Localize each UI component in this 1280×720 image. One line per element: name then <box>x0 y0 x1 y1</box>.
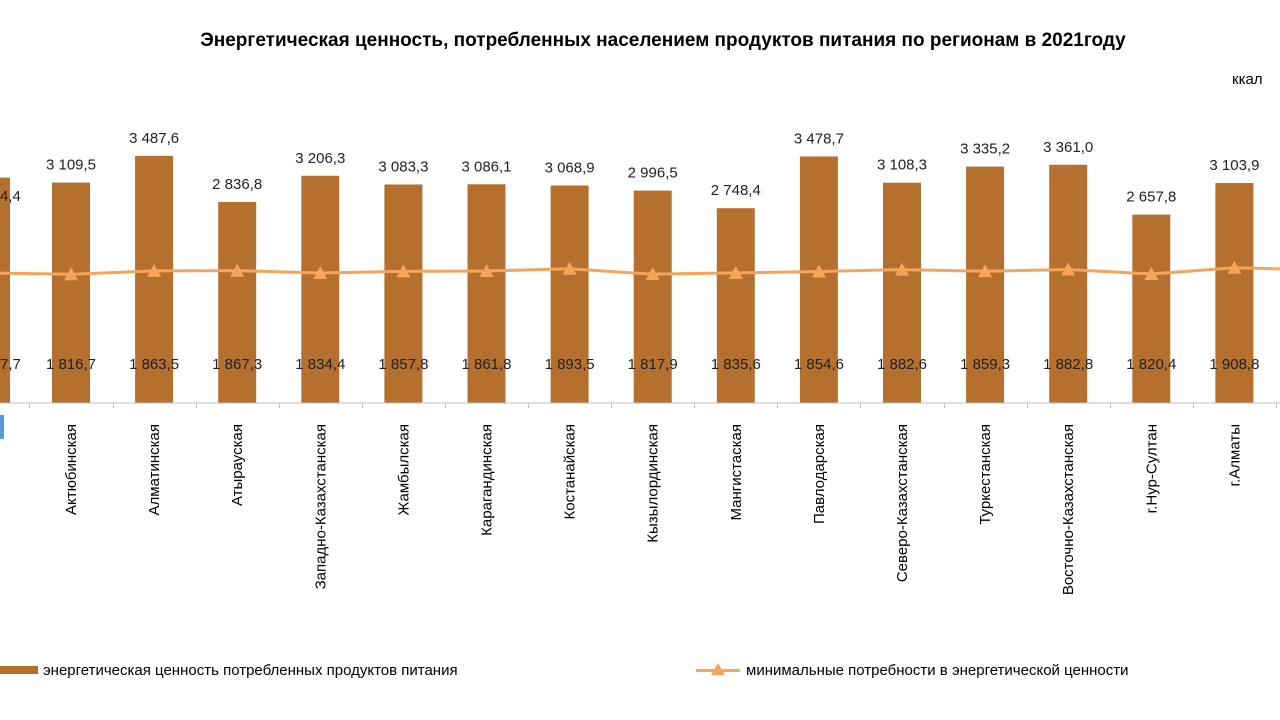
line-marker-8 <box>645 267 660 281</box>
legend-line-swatch <box>696 660 740 680</box>
bar-5 <box>384 184 423 403</box>
category-label-6: Карагандинская <box>479 424 496 536</box>
bar-1 <box>52 182 90 403</box>
category-label-4: Западно-Казахстанская <box>312 424 329 589</box>
line-value-label-partial: 7,7 <box>0 356 21 373</box>
legend-bar: энергетическая ценность потребленных про… <box>0 660 458 680</box>
bar-value-label-11: 3 108,3 <box>877 157 927 174</box>
bar-13 <box>1049 164 1088 403</box>
category-label-8: Кызылординская <box>645 424 662 543</box>
chart-title: Энергетическая ценность, потребленных на… <box>200 30 1126 51</box>
line-value-label-15: 1 908,8 <box>1209 356 1259 373</box>
bar-7 <box>550 185 589 403</box>
line-value-label-10: 1 854,6 <box>794 356 844 373</box>
line-marker-9 <box>728 265 743 279</box>
bar-4 <box>301 175 340 403</box>
category-label-14: г.Нур-Султан <box>1143 424 1160 513</box>
line-value-label-3: 1 867,3 <box>212 356 262 373</box>
bar-value-label-5: 3 083,3 <box>378 158 428 175</box>
line-value-label-7: 1 893,5 <box>545 356 595 373</box>
line-value-label-13: 1 882,8 <box>1043 356 1093 373</box>
category-label-7: Костанайская <box>562 424 579 520</box>
line-marker-5 <box>396 264 411 278</box>
bar-3 <box>218 201 257 403</box>
category-label-3: Атырауская <box>229 424 246 506</box>
line-value-label-11: 1 882,6 <box>877 356 927 373</box>
bar-partial <box>0 177 10 403</box>
bar-11 <box>883 182 921 403</box>
bar-6 <box>467 184 506 403</box>
line-marker-10 <box>811 264 826 278</box>
bar-2 <box>135 155 174 403</box>
bar-value-label-7: 3 068,9 <box>545 159 595 176</box>
bar-value-label-partial: 4,4 <box>0 188 21 205</box>
line-value-label-12: 1 859,3 <box>960 356 1010 373</box>
line-marker-7 <box>562 261 577 275</box>
category-label-1: Актюбинская <box>63 424 80 515</box>
bar-value-label-12: 3 335,2 <box>960 141 1010 158</box>
bar-value-label-10: 3 478,7 <box>794 130 844 147</box>
line-value-label-9: 1 835,6 <box>711 356 761 373</box>
line-value-label-14: 1 820,4 <box>1126 356 1176 373</box>
line-marker-1 <box>64 267 78 281</box>
bar-value-label-4: 3 206,3 <box>295 150 345 167</box>
line-marker-14 <box>1144 266 1159 280</box>
bar-value-label-2: 3 487,6 <box>129 130 179 147</box>
bar-10 <box>799 156 838 403</box>
line-marker-13 <box>1061 262 1076 276</box>
bar-8 <box>633 190 672 403</box>
legend-line-label: минимальные потребности в энергетической… <box>746 661 1129 679</box>
bar-value-label-13: 3 361,0 <box>1043 139 1093 156</box>
line-marker-15 <box>1227 260 1242 274</box>
bar-14 <box>1132 214 1171 403</box>
category-label-5: Жамбылская <box>395 424 412 516</box>
line-value-label-1: 1 816,7 <box>46 356 96 373</box>
category-label-12: Туркестанская <box>977 424 994 525</box>
category-label-2: Алматинская <box>146 424 163 515</box>
bar-value-label-1: 3 109,5 <box>46 157 96 174</box>
line-value-label-2: 1 863,5 <box>129 356 179 373</box>
line-marker-6 <box>479 264 494 278</box>
line-marker-12 <box>978 264 993 278</box>
bar-value-label-15: 3 103,9 <box>1209 157 1259 174</box>
legend-bar-swatch <box>0 666 38 674</box>
bar-value-label-8: 2 996,5 <box>628 165 678 182</box>
line-value-label-4: 1 834,4 <box>295 356 345 373</box>
line-value-label-8: 1 817,9 <box>628 356 678 373</box>
legend-bar-label: энергетическая ценность потребленных про… <box>43 661 458 679</box>
bar-12 <box>966 166 1005 403</box>
bar-value-label-6: 3 086,1 <box>461 158 511 175</box>
bar-15 <box>1215 183 1254 403</box>
line-marker-3 <box>230 263 245 277</box>
bar-9 <box>716 208 755 403</box>
category-label-15: г.Алматы <box>1226 424 1243 487</box>
bar-value-label-9: 2 748,4 <box>711 182 761 199</box>
bar-value-label-14: 2 657,8 <box>1126 189 1176 206</box>
category-label-9: Мангистаская <box>728 424 745 521</box>
line-value-label-5: 1 857,8 <box>378 356 428 373</box>
line-marker-11 <box>895 262 909 276</box>
line-value-label-6: 1 861,8 <box>461 356 511 373</box>
category-label-11: Северо-Казахстанская <box>894 424 911 582</box>
unit-label: ккал <box>1232 71 1263 88</box>
category-label-13: Восточно-Казахстанская <box>1060 424 1077 595</box>
line-marker-2 <box>147 263 162 277</box>
bar-value-label-3: 2 836,8 <box>212 176 262 193</box>
chart: 4,4 7,7 3 109,5 3 487,6 2 836,8 3 206,3 3 083,… <box>0 130 1280 595</box>
legend-line: минимальные потребности в энергетической… <box>696 660 1129 680</box>
category-label-partial <box>0 415 4 439</box>
category-label-10: Павлодарская <box>811 424 828 524</box>
line-marker-4 <box>313 265 328 279</box>
